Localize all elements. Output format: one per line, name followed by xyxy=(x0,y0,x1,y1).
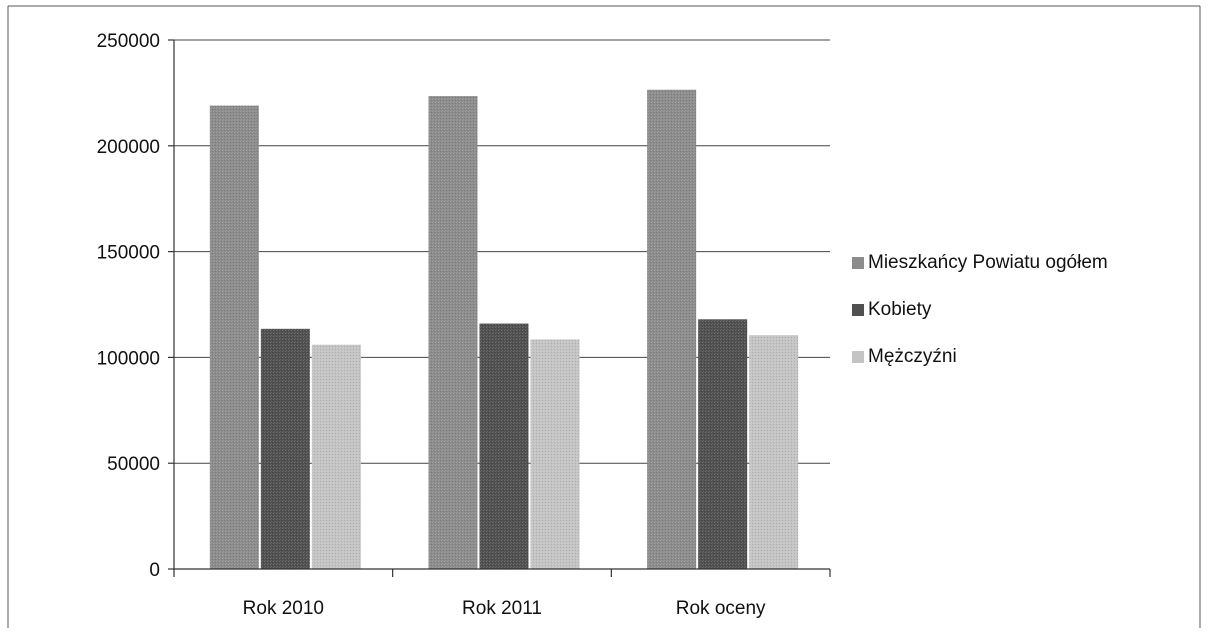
bar-texture xyxy=(428,96,478,569)
axes xyxy=(168,39,831,577)
legend-label-3: Mężczyźni xyxy=(868,346,957,367)
legend-label-2: Kobiety xyxy=(868,299,932,320)
bar-texture xyxy=(647,89,697,569)
y-tick-label: 250000 xyxy=(97,31,160,52)
x-tick-label: Rok oceny xyxy=(676,598,766,619)
y-tick-label: 0 xyxy=(149,560,160,581)
legend-label-1: Mieszkańcy Powiatu ogółem xyxy=(868,252,1108,273)
legend: Mieszkańcy Powiatu ogółem Kobiety Mężczyźn… xyxy=(852,252,1108,367)
bar-texture xyxy=(749,335,799,569)
x-tick-labels: Rok 2010 Rok 2011 Rok oceny xyxy=(243,598,766,619)
legend-swatch-2 xyxy=(852,304,864,316)
bar-texture xyxy=(260,328,310,569)
bar-texture xyxy=(698,319,748,569)
bar-texture xyxy=(209,105,259,569)
bars xyxy=(209,89,799,569)
y-tick-labels: 0 50000 100000 150000 200000 250000 xyxy=(97,31,160,581)
x-tick-label: Rok 2011 xyxy=(462,598,542,619)
x-tick-label: Rok 2010 xyxy=(243,598,324,619)
y-tick-label: 100000 xyxy=(97,348,160,369)
legend-swatch-3 xyxy=(852,351,864,363)
bar-texture xyxy=(311,344,361,569)
y-tick-label: 150000 xyxy=(97,243,160,264)
legend-swatch-1 xyxy=(852,257,864,269)
y-tick-label: 200000 xyxy=(97,137,160,158)
bar-texture xyxy=(530,339,580,569)
y-tick-label: 50000 xyxy=(107,454,160,475)
bar-texture xyxy=(479,323,529,569)
